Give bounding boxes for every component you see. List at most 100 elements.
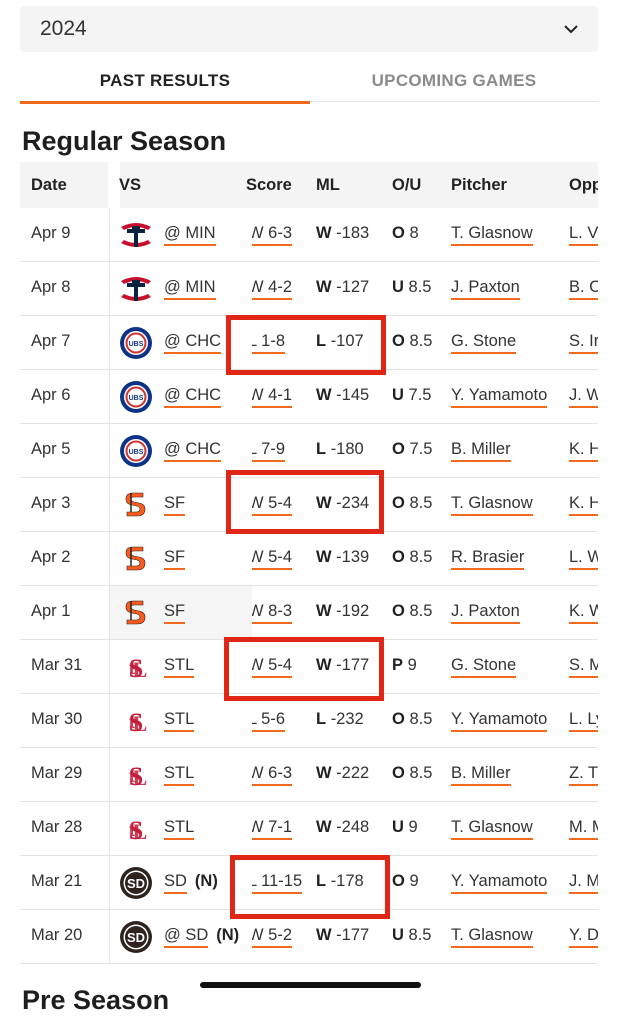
opponent-link[interactable]: @ CHC: [164, 370, 222, 424]
tab-upcoming-games[interactable]: UPCOMING GAMES: [310, 62, 598, 102]
ml-result: L: [316, 332, 327, 350]
table-row[interactable]: Mar 20 W 5-2 W -177 U 8.5 T. Glasnow Y. D SD @ …: [20, 910, 598, 964]
table-row[interactable]: Apr 7 L 1-8 L -107 O 8.5 G. Stone S. Ir UBS @ C…: [20, 316, 598, 370]
opp-pitcher-name: Y. D: [569, 926, 598, 948]
over-under: U 9: [392, 802, 418, 856]
home-indicator[interactable]: [200, 982, 421, 988]
pitcher-link[interactable]: T. Glasnow: [451, 910, 533, 964]
opponent-link[interactable]: STL: [164, 748, 195, 802]
opp-pitcher-link[interactable]: L. W: [569, 532, 598, 586]
opp-pitcher-link[interactable]: Z. T: [569, 748, 598, 802]
pitcher-link[interactable]: G. Stone: [451, 640, 517, 694]
opp-pitcher-link[interactable]: S. Ir: [569, 316, 598, 370]
tab-past-results[interactable]: PAST RESULTS: [20, 62, 310, 104]
pitcher-link[interactable]: Y. Yamamoto: [451, 370, 548, 424]
pitcher-link[interactable]: T. Glasnow: [451, 802, 533, 856]
ml-result: W: [316, 764, 332, 782]
score-link[interactable]: W 5-4: [248, 532, 293, 586]
opp-pitcher-link[interactable]: K. H: [569, 424, 598, 478]
opp-pitcher-link[interactable]: B. C: [569, 262, 598, 316]
table-row[interactable]: Apr 6 W 4-1 W -145 U 7.5 Y. Yamamoto J. W UBS @…: [20, 370, 598, 424]
col-opp[interactable]: Opp: [569, 176, 598, 194]
opp-pitcher-link[interactable]: L. Ly: [569, 694, 598, 748]
score-link[interactable]: W 6-3: [248, 748, 293, 802]
ml-odds: -177: [336, 656, 370, 674]
score-link[interactable]: W 4-2: [248, 262, 293, 316]
pitcher-link[interactable]: Y. Yamamoto: [451, 694, 548, 748]
opponent-link[interactable]: STL: [164, 802, 195, 856]
score-link[interactable]: W 5-4: [248, 640, 293, 694]
table-row[interactable]: Mar 21 L 11-15 L -178 O 9 Y. Yamamoto J. M SD S…: [20, 856, 598, 910]
opponent-link[interactable]: @ CHC: [164, 424, 222, 478]
score-link[interactable]: L 5-6: [248, 694, 285, 748]
col-date[interactable]: Date: [31, 176, 67, 194]
pitcher-link[interactable]: T. Glasnow: [451, 208, 533, 262]
score-link[interactable]: L 1-8: [248, 316, 285, 370]
pitcher-link[interactable]: Y. Yamamoto: [451, 856, 548, 910]
results-table[interactable]: Date VS Score ML O/U Pitcher Opp Apr 9 W …: [20, 162, 598, 964]
ou-result: O: [392, 548, 405, 566]
season-select[interactable]: 2024: [20, 6, 598, 52]
opp-pitcher-link[interactable]: L. V: [569, 208, 598, 262]
pitcher-name: J. Paxton: [451, 602, 520, 624]
pitcher-link[interactable]: B. Miller: [451, 424, 511, 478]
table-row[interactable]: Apr 2 W 5-4 W -139 O 8.5 R. Brasier L. W SF: [20, 532, 598, 586]
pitcher-link[interactable]: J. Paxton: [451, 586, 520, 640]
col-score[interactable]: Score: [246, 176, 292, 194]
opponent-link[interactable]: SD (N): [164, 856, 218, 910]
opponent-link[interactable]: SF: [164, 478, 186, 532]
pitcher-link[interactable]: T. Glasnow: [451, 478, 533, 532]
opponent-link[interactable]: @ CHC: [164, 316, 222, 370]
pitcher-name: R. Brasier: [451, 548, 525, 570]
pitcher-link[interactable]: J. Paxton: [451, 262, 520, 316]
table-row[interactable]: Mar 28 W 7-1 W -248 U 9 T. Glasnow M. M SLt STL: [20, 802, 598, 856]
table-row[interactable]: Apr 5 L 7-9 L -180 O 7.5 B. Miller K. H UBS @ C…: [20, 424, 598, 478]
score-link[interactable]: L 7-9: [248, 424, 285, 478]
score-link[interactable]: W 7-1: [248, 802, 293, 856]
score-link[interactable]: W 5-4: [248, 478, 293, 532]
col-vs[interactable]: VS: [119, 176, 142, 194]
svg-text:t: t: [129, 819, 136, 841]
table-row[interactable]: Apr 3 W 5-4 W -234 O 8.5 T. Glasnow K. H SF: [20, 478, 598, 532]
col-pitcher[interactable]: Pitcher: [451, 176, 507, 194]
ou-result: O: [392, 710, 405, 728]
opp-pitcher-link[interactable]: J. M: [569, 856, 598, 910]
score-link[interactable]: L 11-15: [248, 856, 303, 910]
opponent-link[interactable]: @ MIN: [164, 262, 216, 316]
ou-result: U: [392, 818, 404, 836]
opponent-link[interactable]: STL: [164, 640, 195, 694]
score-link[interactable]: W 5-2: [248, 910, 293, 964]
score-link[interactable]: W 6-3: [248, 208, 293, 262]
moneyline: W -222: [316, 748, 369, 802]
opp-pitcher-link[interactable]: S. M: [569, 640, 598, 694]
table-row[interactable]: Apr 1 W 8-3 W -192 O 8.5 J. Paxton K. W SF: [20, 586, 598, 640]
table-row[interactable]: Apr 9 W 6-3 W -183 O 8 T. Glasnow L. V @ MIN: [20, 208, 598, 262]
score-link[interactable]: W 8-3: [248, 586, 293, 640]
ml-result: W: [316, 386, 332, 404]
opp-pitcher-link[interactable]: J. W: [569, 370, 598, 424]
opponent-link[interactable]: SF: [164, 586, 186, 640]
opp-pitcher-link[interactable]: K. H: [569, 478, 598, 532]
over-under: U 7.5: [392, 370, 431, 424]
ml-odds: -145: [336, 386, 370, 404]
pitcher-link[interactable]: R. Brasier: [451, 532, 525, 586]
opp-pitcher-link[interactable]: K. W: [569, 586, 598, 640]
pitcher-link[interactable]: G. Stone: [451, 316, 517, 370]
table-row[interactable]: Apr 8 W 4-2 W -127 U 8.5 J. Paxton B. C @ MIN: [20, 262, 598, 316]
opponent-link[interactable]: @ SD (N): [164, 910, 239, 964]
opponent-link[interactable]: @ MIN: [164, 208, 216, 262]
opponent-link[interactable]: SF: [164, 532, 186, 586]
pitcher-link[interactable]: B. Miller: [451, 748, 511, 802]
opp-pitcher-link[interactable]: M. M: [569, 802, 598, 856]
team-cell: [109, 748, 252, 801]
score-link[interactable]: W 4-1: [248, 370, 293, 424]
col-ou[interactable]: O/U: [392, 176, 422, 194]
col-ml[interactable]: ML: [316, 176, 340, 194]
opp-pitcher-link[interactable]: Y. D: [569, 910, 598, 964]
opp-pitcher-name: L. W: [569, 548, 598, 570]
opponent-name: @ CHC: [164, 440, 222, 462]
opponent-link[interactable]: STL: [164, 694, 195, 748]
